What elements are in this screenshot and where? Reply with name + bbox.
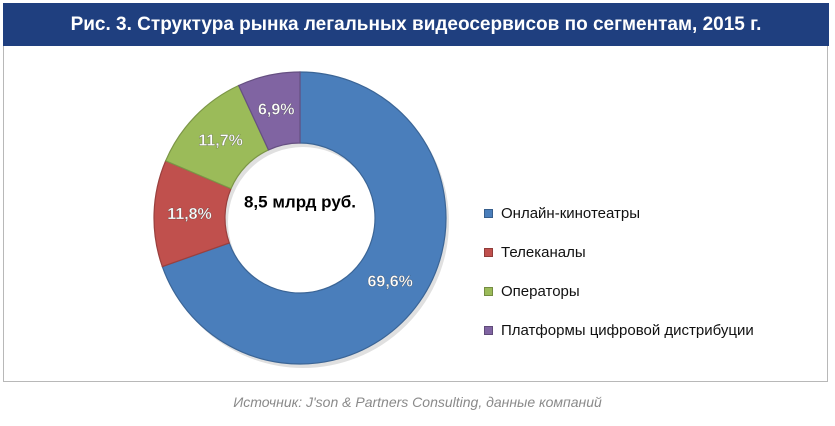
center-label: 8,5 млрд руб. — [244, 193, 356, 212]
data-label-2: 11,8% — [167, 206, 211, 223]
data-label-4: 6,9% — [258, 102, 294, 119]
legend-item-4: Платформы цифровой дистрибуции — [484, 311, 754, 350]
donut-slice-1 — [161, 71, 447, 365]
chart-area: 69,6% 11,8% 11,7% 6,9% 8,5 млрд руб. Онлайн-… — [3, 46, 828, 382]
donut-slice-4 — [237, 71, 301, 151]
legend-item-2: Телеканалы — [484, 233, 754, 272]
legend-item-3: Операторы — [484, 272, 754, 311]
data-label-3: 11,7% — [198, 133, 242, 150]
legend-swatch — [484, 287, 493, 296]
legend-swatch — [484, 326, 493, 335]
legend: Онлайн-кинотеатры Телеканалы Операторы Плат… — [484, 194, 754, 350]
legend-swatch — [484, 248, 493, 257]
chart-title: Рис. 3. Структура рынка легальных видеос… — [3, 3, 829, 46]
legend-swatch — [484, 209, 493, 218]
donut-chart: 69,6% 11,8% 11,7% 6,9% 8,5 млрд руб. — [153, 71, 449, 368]
legend-item-1: Онлайн-кинотеатры — [484, 194, 754, 233]
legend-label: Онлайн-кинотеатры — [501, 205, 640, 222]
source-note: Источник: J'son & Partners Consulting, д… — [233, 394, 602, 410]
legend-label: Операторы — [501, 283, 580, 300]
data-label-1: 69,6% — [368, 273, 413, 290]
legend-label: Платформы цифровой дистрибуции — [501, 322, 754, 339]
legend-label: Телеканалы — [501, 244, 586, 261]
